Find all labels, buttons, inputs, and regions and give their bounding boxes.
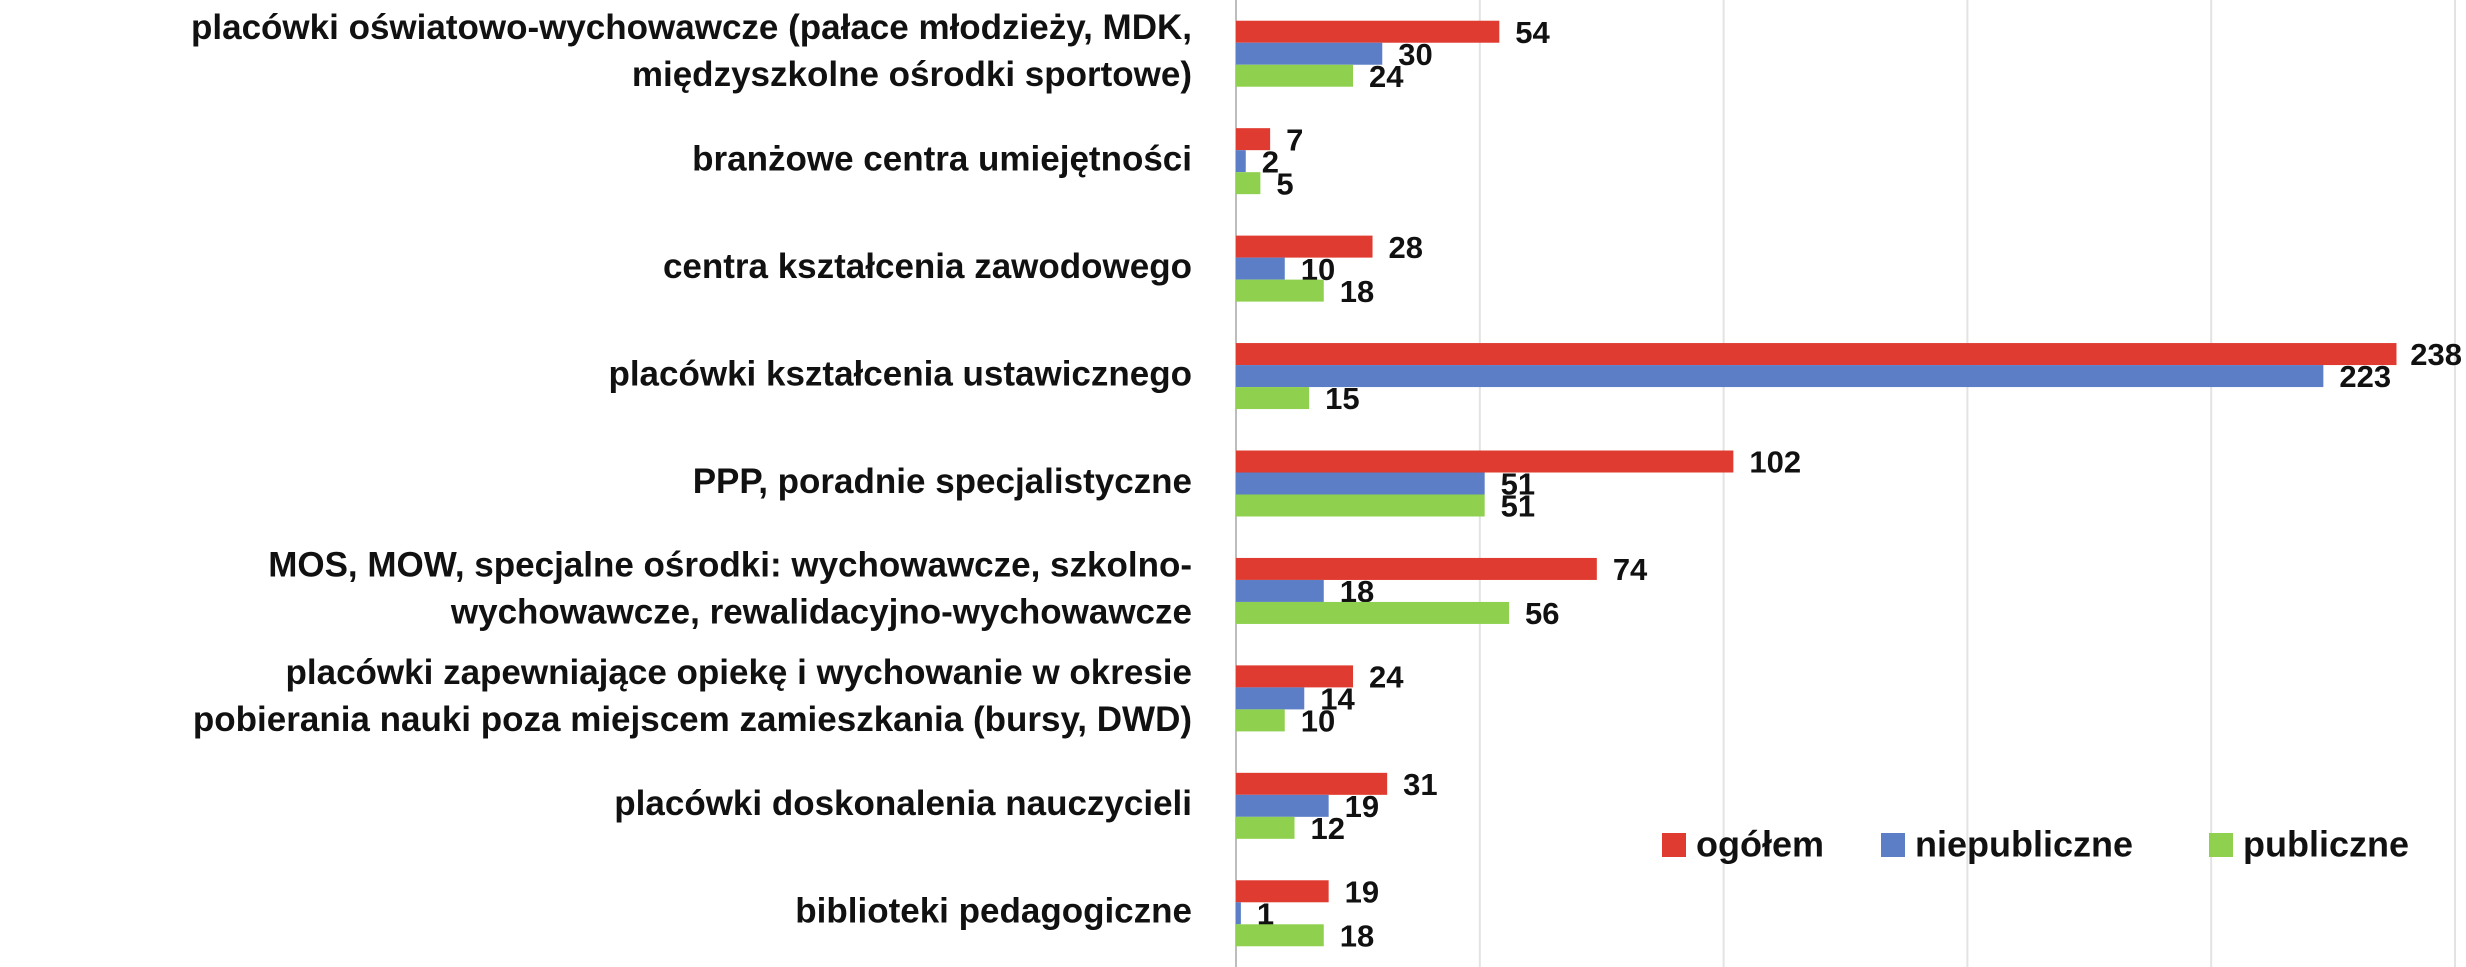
bar bbox=[1236, 880, 1329, 903]
y-tick-label: MOS, MOW, specjalne ośrodki: wychowawcze… bbox=[268, 546, 1192, 632]
data-label: 74 bbox=[1613, 552, 1648, 587]
bar bbox=[1236, 387, 1310, 410]
data-label: 28 bbox=[1389, 230, 1423, 265]
data-label: 18 bbox=[1340, 918, 1374, 953]
bar bbox=[1236, 172, 1261, 195]
bar bbox=[1236, 279, 1324, 302]
data-label: 30 bbox=[1398, 37, 1432, 72]
bar bbox=[1236, 687, 1305, 710]
data-label: 31 bbox=[1403, 767, 1437, 802]
bar bbox=[1236, 472, 1485, 495]
bar bbox=[1236, 601, 1510, 624]
legend-swatch bbox=[1881, 833, 1905, 857]
y-tick-label: placówki kształcenia ustawicznego bbox=[608, 354, 1192, 393]
data-label: 18 bbox=[1340, 274, 1374, 309]
data-label: 19 bbox=[1345, 874, 1379, 909]
bar bbox=[1236, 494, 1485, 517]
data-label: 14 bbox=[1320, 682, 1355, 717]
bar bbox=[1236, 709, 1285, 732]
y-tick-label: placówki zapewniające opiekę i wychowani… bbox=[193, 653, 1192, 739]
legend-swatch bbox=[2209, 833, 2233, 857]
legend-swatch bbox=[1662, 833, 1686, 857]
bar bbox=[1236, 579, 1324, 602]
y-tick-label: biblioteki pedagogiczne bbox=[795, 892, 1192, 931]
data-label: 51 bbox=[1501, 467, 1535, 502]
bar bbox=[1236, 20, 1500, 43]
bar bbox=[1236, 924, 1324, 947]
bar bbox=[1236, 902, 1241, 925]
bar bbox=[1236, 64, 1354, 87]
data-label: 223 bbox=[2339, 359, 2391, 394]
legend-label: ogółem bbox=[1696, 824, 1824, 865]
bar bbox=[1236, 128, 1271, 151]
data-label: 24 bbox=[1369, 59, 1404, 94]
bar bbox=[1236, 665, 1354, 688]
y-tick-label: branżowe centra umiejętności bbox=[692, 139, 1192, 178]
bar bbox=[1236, 816, 1295, 839]
bar bbox=[1236, 150, 1246, 173]
bar bbox=[1236, 42, 1383, 65]
data-label: 5 bbox=[1276, 166, 1293, 201]
y-tick-label: placówki oświatowo-wychowawcze (pałace m… bbox=[191, 8, 1192, 94]
data-label: 2 bbox=[1262, 144, 1279, 179]
data-label: 24 bbox=[1369, 660, 1404, 695]
data-label: 15 bbox=[1325, 381, 1359, 416]
data-label: 54 bbox=[1515, 15, 1550, 50]
legend-label: publiczne bbox=[2243, 824, 2409, 865]
y-tick-label: placówki doskonalenia nauczycieli bbox=[614, 784, 1192, 823]
data-label: 102 bbox=[1749, 445, 1801, 480]
y-tick-label: PPP, poradnie specjalistyczne bbox=[693, 462, 1192, 501]
data-label: 56 bbox=[1525, 596, 1559, 631]
bar bbox=[1236, 257, 1285, 280]
bar bbox=[1236, 557, 1597, 580]
data-label: 1 bbox=[1257, 896, 1274, 931]
data-label: 51 bbox=[1501, 489, 1535, 524]
bar bbox=[1236, 365, 2324, 388]
bar bbox=[1236, 235, 1373, 258]
data-label: 12 bbox=[1311, 811, 1345, 846]
data-label: 238 bbox=[2410, 337, 2462, 372]
bar bbox=[1236, 772, 1388, 795]
bar bbox=[1236, 343, 2397, 366]
data-label: 19 bbox=[1345, 789, 1379, 824]
bar bbox=[1236, 450, 1734, 473]
bar bbox=[1236, 794, 1329, 817]
y-tick-label: centra kształcenia zawodowego bbox=[663, 247, 1192, 286]
data-label: 10 bbox=[1301, 704, 1335, 739]
legend-label: niepubliczne bbox=[1915, 824, 2133, 865]
data-label: 7 bbox=[1286, 122, 1303, 157]
